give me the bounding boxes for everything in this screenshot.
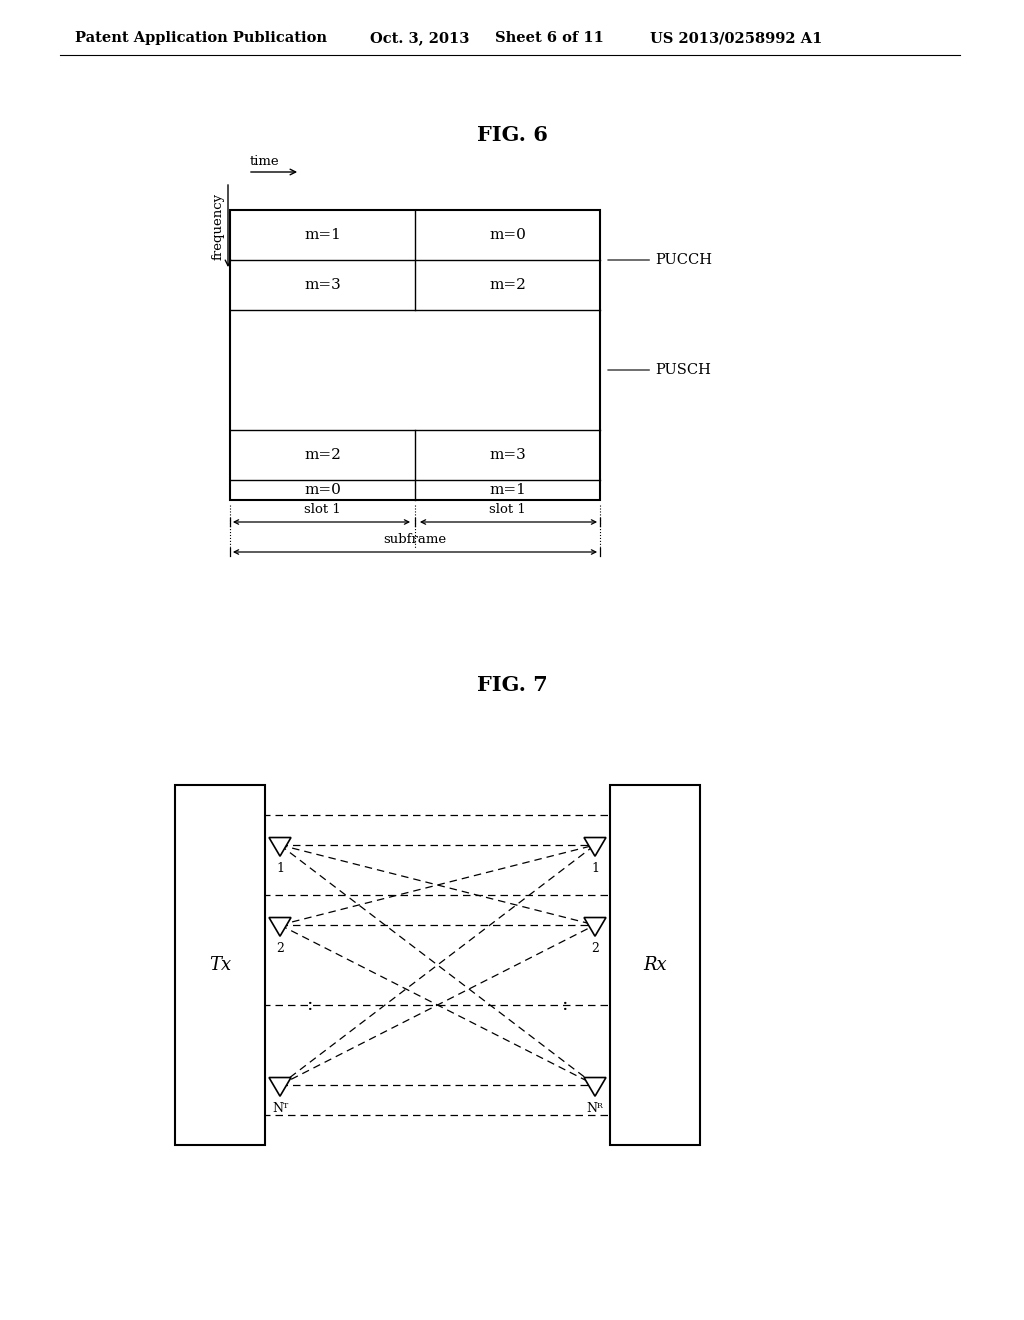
Text: m=2: m=2	[304, 447, 341, 462]
Text: 1: 1	[276, 862, 284, 875]
Text: m=0: m=0	[304, 483, 341, 498]
Text: subframe: subframe	[383, 533, 446, 546]
Bar	[230, 210, 600, 500]
Text: m=3: m=3	[489, 447, 526, 462]
Text: FIG. 7: FIG. 7	[476, 675, 548, 696]
Text: Nᴿ: Nᴿ	[587, 1102, 603, 1115]
Text: 2: 2	[276, 942, 284, 956]
Text: PUSCH: PUSCH	[608, 363, 711, 378]
Polygon shape	[584, 837, 606, 857]
Polygon shape	[584, 917, 606, 936]
Text: FIG. 6: FIG. 6	[476, 125, 548, 145]
Text: time: time	[250, 154, 280, 168]
Text: m=1: m=1	[304, 228, 341, 242]
Polygon shape	[584, 1077, 606, 1096]
Polygon shape	[269, 917, 291, 936]
Text: Patent Application Publication: Patent Application Publication	[75, 30, 327, 45]
Text: :: :	[562, 997, 568, 1014]
Text: US 2013/0258992 A1: US 2013/0258992 A1	[650, 30, 822, 45]
Bar	[610, 785, 700, 1144]
Text: slot 1: slot 1	[304, 503, 341, 516]
Text: m=1: m=1	[489, 483, 526, 498]
Text: frequency: frequency	[212, 193, 225, 260]
Text: :: :	[307, 997, 313, 1014]
Text: Tx: Tx	[209, 956, 231, 974]
Bar	[175, 785, 265, 1144]
Text: PUCCH: PUCCH	[608, 253, 712, 267]
Text: Nᵀ: Nᵀ	[272, 1102, 288, 1115]
Text: Rx: Rx	[643, 956, 667, 974]
Polygon shape	[269, 837, 291, 857]
Text: m=0: m=0	[489, 228, 526, 242]
Text: 2: 2	[591, 942, 599, 956]
Text: m=2: m=2	[489, 279, 526, 292]
Text: Sheet 6 of 11: Sheet 6 of 11	[495, 30, 604, 45]
Text: slot 1: slot 1	[489, 503, 526, 516]
Text: Oct. 3, 2013: Oct. 3, 2013	[370, 30, 469, 45]
Polygon shape	[269, 1077, 291, 1096]
Text: m=3: m=3	[304, 279, 341, 292]
Text: 1: 1	[591, 862, 599, 875]
